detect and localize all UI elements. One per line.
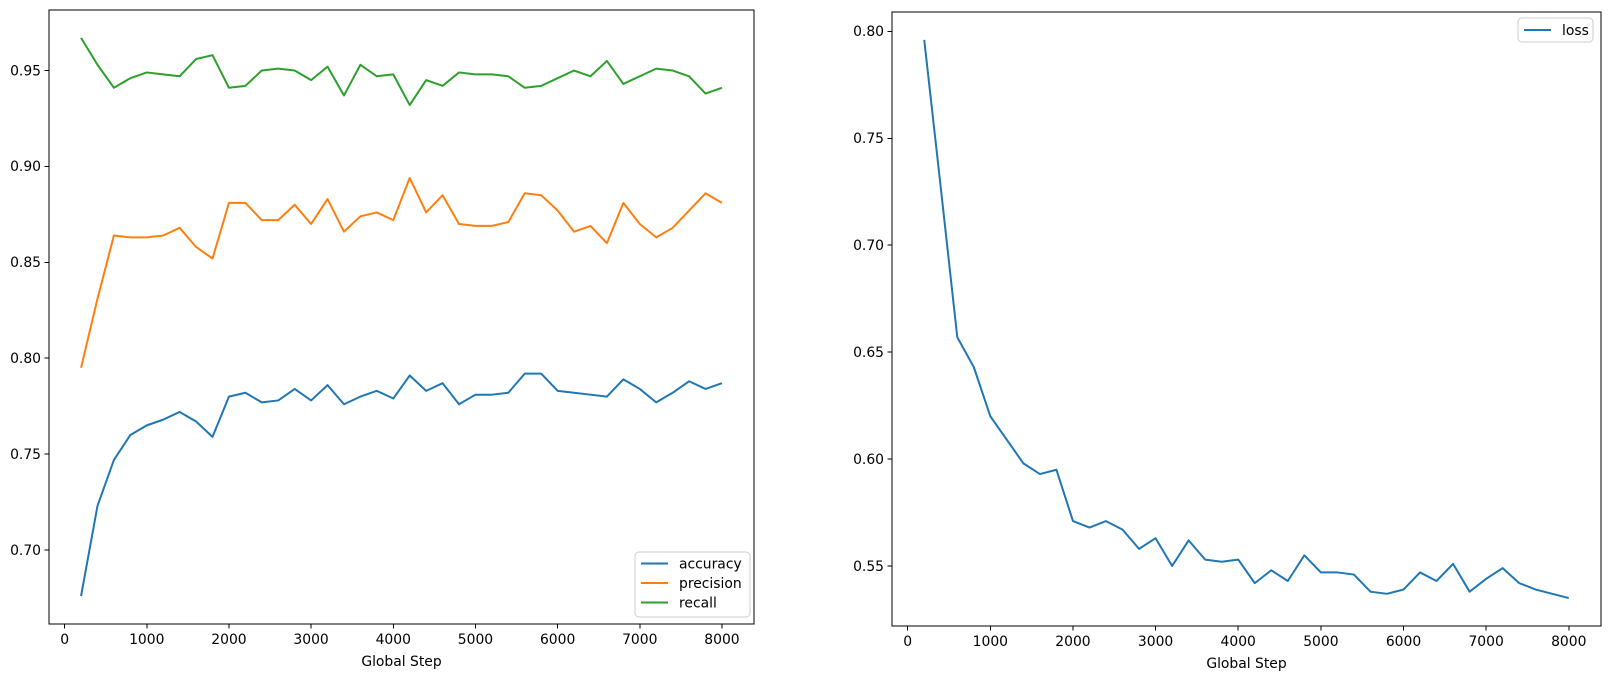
x-tick-label: 0 (60, 632, 69, 648)
precision-line (80, 176, 723, 369)
x-tick-label: 7000 (622, 632, 657, 648)
accuracy-line (80, 372, 723, 597)
x-tick-label: 1000 (129, 632, 164, 648)
x-tick-label: 8000 (1551, 634, 1586, 650)
x-tick-label: 3000 (293, 632, 328, 648)
y-tick-label: 0.70 (853, 238, 884, 254)
x-tick-label: 6000 (1386, 634, 1421, 650)
y-tick-label: 0.90 (10, 159, 41, 175)
x-tick-label: 3000 (1138, 634, 1173, 650)
legend-label-recall: recall (679, 595, 717, 611)
x-tick-label: 6000 (540, 632, 575, 648)
y-tick-label: 0.55 (853, 559, 884, 575)
x-tick-label: 4000 (376, 632, 411, 648)
legend-label-precision: precision (679, 576, 742, 592)
x-tick-label: 0 (903, 634, 912, 650)
plot-border (891, 11, 1602, 627)
x-tick-label: 1000 (973, 634, 1008, 650)
y-tick-label: 0.75 (853, 131, 884, 147)
y-tick-label: 0.95 (10, 63, 41, 79)
y-tick-label: 0.80 (853, 24, 884, 40)
x-tick-label: 8000 (704, 632, 739, 648)
x-tick-label: 4000 (1221, 634, 1256, 650)
y-tick-label: 0.70 (10, 543, 41, 559)
legend-label-accuracy: accuracy (679, 556, 742, 572)
x-tick-label: 5000 (1303, 634, 1338, 650)
y-tick-label: 0.60 (853, 452, 884, 468)
x-tick-label: 5000 (458, 632, 493, 648)
x-axis-label: Global Step (1206, 656, 1287, 672)
legend-label-loss: loss (1562, 23, 1589, 39)
legend (634, 551, 751, 618)
y-tick-label: 0.65 (853, 345, 884, 361)
loss-line (923, 39, 1570, 600)
y-tick-label: 0.75 (10, 447, 41, 463)
x-tick-label: 2000 (211, 632, 246, 648)
legend (1517, 17, 1594, 43)
loss-chart: 0 1000 2000 3000 4000 5000 6000 7000 8000 0.55 0.6… (853, 11, 1602, 672)
x-tick-label: 2000 (1055, 634, 1090, 650)
x-axis-label: Global Step (361, 654, 442, 670)
x-tick-label: 7000 (1468, 634, 1503, 650)
plot-border (48, 9, 755, 625)
y-tick-label: 0.85 (10, 255, 41, 271)
y-tick-label: 0.80 (10, 351, 41, 367)
metrics-chart: 0 1000 2000 3000 4000 5000 6000 7000 8000 0.70 0.7… (10, 9, 755, 670)
recall-line (80, 37, 723, 107)
